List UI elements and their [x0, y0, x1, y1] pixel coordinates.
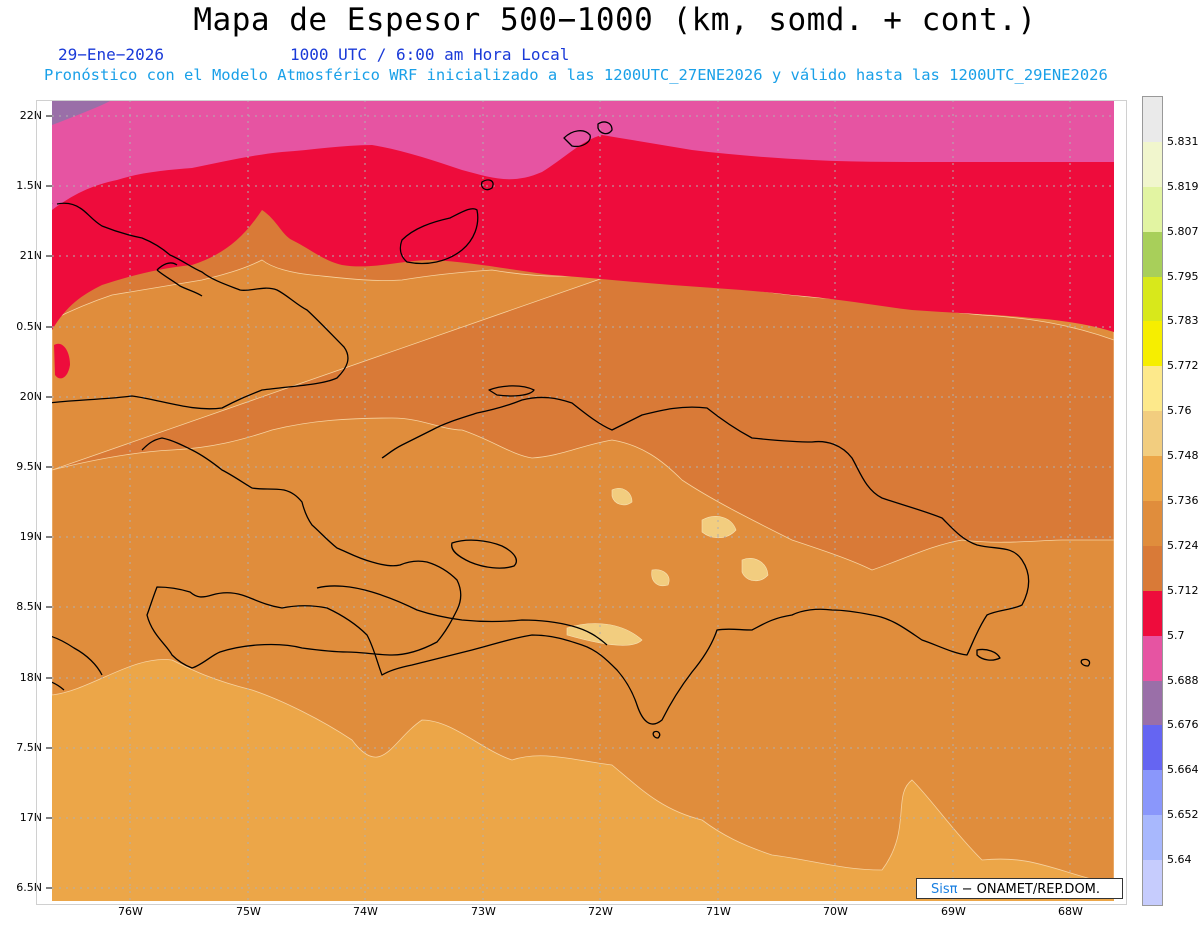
legend-label: 5.7	[1167, 628, 1185, 642]
x-tick-label: 68W	[1058, 905, 1083, 918]
band-pink	[52, 100, 1114, 210]
legend-swatch	[1143, 186, 1162, 233]
legend-swatch	[1143, 411, 1162, 457]
y-tick-label: 22N	[19, 109, 42, 122]
band-purple	[52, 100, 112, 125]
legend-label: 5.748	[1167, 449, 1199, 463]
legend-label: 5.724	[1167, 538, 1199, 552]
y-tick-label: 6.5N	[16, 881, 42, 894]
y-tick-label: 1.5N	[16, 179, 42, 192]
y-tick-label: 21N	[19, 249, 42, 262]
x-tick-label: 73W	[471, 905, 496, 918]
legend-label: 5.64	[1167, 853, 1192, 867]
legend-label: 5.819	[1167, 179, 1199, 193]
legend-swatch	[1143, 680, 1162, 726]
x-axis-labels: 76W 75W 74W 73W 72W 71W 70W 69W 68W	[0, 905, 1200, 925]
y-tick-label: 9.5N	[16, 460, 42, 473]
coast-great-inagua	[399, 208, 479, 265]
legend-swatch	[1143, 97, 1162, 143]
model-info: Pronóstico con el Modelo Atmosférico WRF…	[44, 66, 1108, 84]
x-tick-label: 70W	[823, 905, 848, 918]
legend-label: 5.772	[1167, 359, 1199, 373]
forecast-date: 29−Ene−2026	[58, 45, 164, 64]
y-tick-label: 19N	[19, 530, 42, 543]
y-tick-label: 7.5N	[16, 741, 42, 754]
y-tick-label: 20N	[19, 390, 42, 403]
legend-swatch	[1143, 860, 1162, 906]
y-axis-ticks	[46, 115, 52, 889]
legend-label: 5.795	[1167, 269, 1199, 283]
legend-swatch	[1143, 815, 1162, 861]
legend-label: 5.688	[1167, 673, 1199, 687]
thickness-map	[52, 100, 1114, 901]
tan-patches	[566, 488, 769, 646]
legend-label: 5.712	[1167, 583, 1199, 597]
y-tick-label: 18N	[19, 671, 42, 684]
legend-swatch	[1143, 231, 1162, 278]
credit-box: Sisπ − ONAMET/REP.DOM.	[916, 878, 1123, 899]
legend-label: 5.652	[1167, 808, 1199, 822]
red-lobe-west	[54, 343, 70, 379]
y-tick-label: 17N	[19, 811, 42, 824]
legend-label: 5.664	[1167, 763, 1199, 777]
legend-swatch	[1143, 366, 1162, 412]
legend-labels: 5.831 5.819 5.807 5.795 5.783 5.772 5.76 5.748 5…	[1165, 0, 1200, 927]
coast-tortuga	[488, 385, 535, 397]
legend-swatch	[1143, 725, 1162, 771]
legend-label: 5.736	[1167, 494, 1199, 507]
coast-cuba	[52, 202, 349, 410]
coast-caicos	[480, 121, 613, 191]
credit-sis: Sisπ	[931, 882, 958, 897]
legend-swatch	[1143, 456, 1162, 502]
y-tick-label: 8.5N	[16, 600, 42, 613]
y-tick-label: 0.5N	[16, 320, 42, 333]
color-legend	[1142, 96, 1163, 906]
x-tick-label: 74W	[353, 905, 378, 918]
legend-swatch	[1143, 635, 1162, 682]
coastlines	[52, 121, 1091, 739]
legend-label: 5.831	[1167, 134, 1199, 148]
x-tick-label: 76W	[118, 905, 143, 918]
x-tick-label: 72W	[588, 905, 613, 918]
x-tick-label: 75W	[236, 905, 261, 918]
legend-swatch	[1143, 321, 1162, 367]
x-tick-label: 69W	[941, 905, 966, 918]
map-title: Mapa de Espesor 500−1000 (km, somd. + co…	[193, 2, 1037, 38]
legend-frame	[1142, 96, 1163, 906]
legend-swatch	[1143, 590, 1162, 637]
x-tick-label: 71W	[706, 905, 731, 918]
legend-swatch	[1143, 276, 1162, 322]
coast-la-gonave	[451, 539, 517, 569]
grid-lines	[52, 100, 1114, 901]
legend-label: 5.807	[1167, 224, 1199, 238]
legend-label: 5.76	[1167, 404, 1192, 418]
coast-hispaniola	[141, 396, 1030, 725]
credit-org: − ONAMET/REP.DOM.	[961, 882, 1101, 897]
legend-swatch	[1143, 770, 1162, 816]
legend-label: 5.783	[1167, 314, 1199, 328]
legend-label: 5.676	[1167, 718, 1199, 732]
legend-swatch	[1143, 141, 1162, 188]
forecast-time: 1000 UTC / 6:00 am Hora Local	[290, 45, 570, 64]
legend-swatch	[1143, 501, 1162, 547]
legend-swatch	[1143, 545, 1162, 592]
